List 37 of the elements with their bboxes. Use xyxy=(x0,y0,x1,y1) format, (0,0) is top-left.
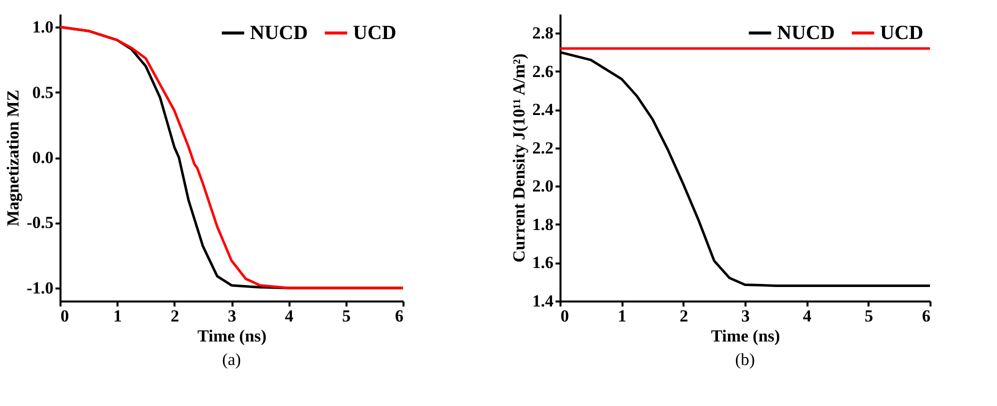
text: (b) xyxy=(735,350,755,369)
x-tick-label: 4 xyxy=(802,306,812,326)
x-tick-label: 3 xyxy=(228,306,236,326)
y-tick-label: 0.5 xyxy=(32,82,54,102)
y-tick-label: 1.0 xyxy=(32,18,54,37)
y-tick-label: 2.8 xyxy=(532,24,554,43)
y-axis-title: Current Density J(10¹¹ A/m²) xyxy=(509,53,528,263)
x-tick-label: 1 xyxy=(113,306,122,326)
y-tick-label: 2.6 xyxy=(532,62,554,81)
y-tick-label: 1.4 xyxy=(532,292,554,310)
legend-label: NUCD xyxy=(777,22,835,44)
x-axis-title: Time (ns) xyxy=(710,326,780,346)
y-tick-label: 1.8 xyxy=(532,214,554,234)
x-tick-label: 0 xyxy=(560,306,569,326)
x-tick-label: 2 xyxy=(170,306,180,326)
x-tick-label: 6 xyxy=(395,306,404,326)
y-tick-label: 2.4 xyxy=(532,100,554,120)
x-tick-label: 5 xyxy=(342,306,351,326)
y-tick-label: 0.0 xyxy=(32,148,54,167)
legend-label: UCD xyxy=(880,22,924,44)
text: (a) xyxy=(222,350,241,369)
legend-label: NUCD xyxy=(250,22,308,44)
x-tick-label: 1 xyxy=(618,306,626,326)
x-tick-label: 3 xyxy=(741,306,750,326)
x-tick-label: 5 xyxy=(864,306,874,326)
x-tick-label: 6 xyxy=(922,306,930,326)
y-axis-title: Magnetization MZ xyxy=(4,90,23,226)
y-tick-label: -1.0 xyxy=(26,278,54,298)
y-tick-label: 1.6 xyxy=(532,253,554,272)
x-axis-title: Time (ns) xyxy=(197,326,267,346)
x-tick-label: 2 xyxy=(680,306,688,326)
legend-label: UCD xyxy=(353,22,396,44)
y-tick-label: -0.5 xyxy=(26,213,54,232)
x-tick-label: 0 xyxy=(60,306,69,326)
y-tick-label: 2.0 xyxy=(532,176,554,196)
y-tick-label: 2.2 xyxy=(532,138,554,158)
x-tick-label: 4 xyxy=(284,306,294,326)
